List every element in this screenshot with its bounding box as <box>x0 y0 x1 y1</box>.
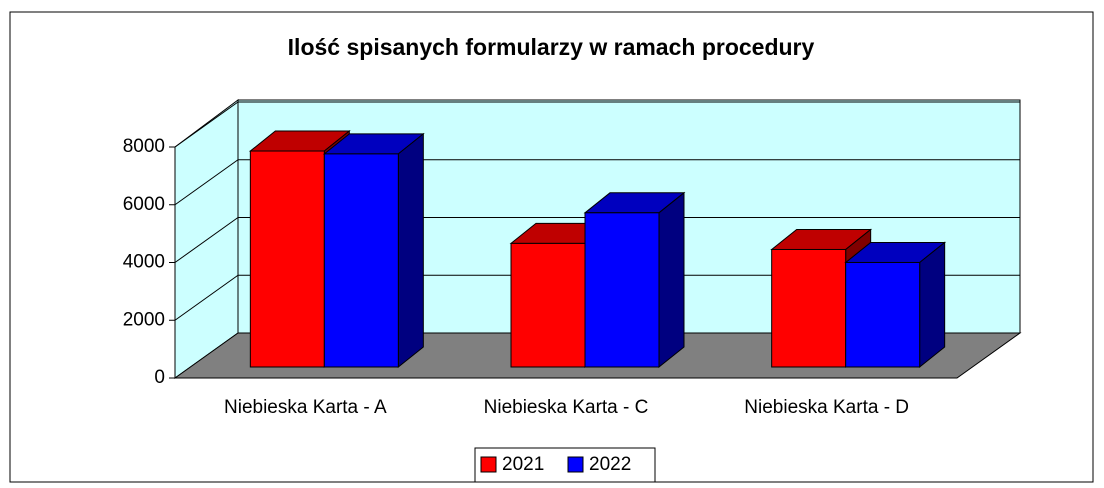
bars <box>248 129 947 369</box>
legend-swatch <box>567 456 584 473</box>
legend-label: 2022 <box>589 454 631 475</box>
legend-swatch <box>480 456 497 473</box>
side-wall <box>174 99 239 379</box>
x-tick-label: Niebieska Karta - D <box>744 397 909 418</box>
grid-line <box>174 101 239 148</box>
bar <box>845 261 921 368</box>
grid-line <box>174 159 239 206</box>
legend-box <box>474 447 656 483</box>
y-tick-label: 6000 <box>123 194 165 215</box>
bar <box>249 150 325 368</box>
y-tick-label: 0 <box>154 367 165 388</box>
bar <box>771 248 847 368</box>
bar-side <box>397 132 424 369</box>
grid-line <box>174 274 239 321</box>
y-tick-label: 8000 <box>123 136 165 157</box>
bar <box>584 212 660 368</box>
bar-side <box>919 241 946 369</box>
grid-line <box>174 217 239 263</box>
bar <box>323 153 399 368</box>
y-tick-label: 4000 <box>123 252 165 273</box>
chart-title: Ilość spisanych formularzy w ramach proc… <box>288 34 815 60</box>
bar-side <box>658 191 685 369</box>
x-tick-label: Niebieska Karta - A <box>224 397 387 418</box>
bar <box>510 242 586 368</box>
y-tick-label: 2000 <box>123 309 165 330</box>
x-tick-label: Niebieska Karta - C <box>484 397 649 418</box>
legend-label: 2021 <box>502 454 544 475</box>
